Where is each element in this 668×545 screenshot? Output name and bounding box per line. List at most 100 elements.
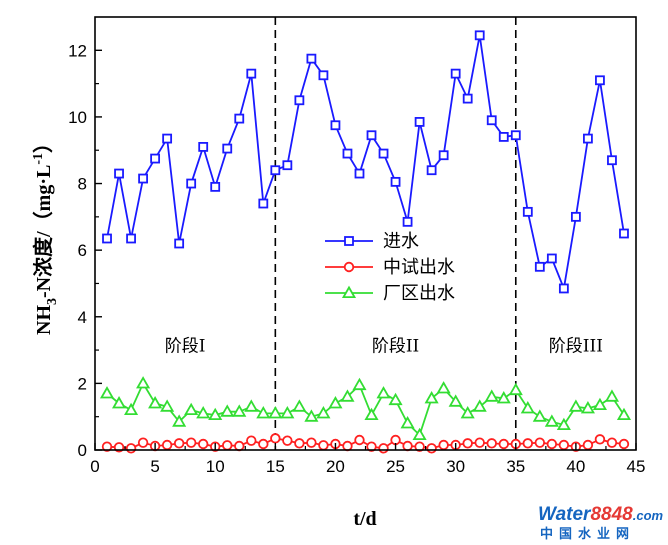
data-point: [508, 382, 523, 396]
y-axis-title: NH3-N浓度/（mg·L-1）: [31, 133, 60, 335]
data-point: [364, 407, 379, 421]
y-tick-label: 4: [78, 308, 87, 327]
data-point: [316, 406, 331, 419]
data-point: [210, 181, 221, 192]
data-point: [222, 143, 233, 154]
plot-frame: [94, 16, 637, 451]
data-point: [604, 389, 620, 402]
data-point: [556, 417, 571, 431]
data-point: [318, 70, 329, 81]
data-point: [544, 414, 559, 427]
legend-label: 进水: [383, 231, 419, 252]
series-3: [99, 376, 632, 441]
stage-label: 阶段I: [165, 337, 206, 357]
data-point: [606, 437, 618, 448]
data-point: [595, 75, 605, 86]
series-layer: [99, 30, 632, 454]
x-tick-label: 5: [150, 457, 159, 476]
data-point: [510, 130, 521, 141]
watermark-logo: Water8848.com 中国水业网: [538, 504, 664, 542]
data-point: [198, 141, 209, 152]
data-point: [498, 132, 509, 142]
data-point: [270, 433, 281, 444]
data-point: [436, 381, 451, 394]
data-point: [304, 409, 319, 422]
data-point: [282, 435, 293, 446]
data-point: [352, 377, 367, 391]
data-point: [162, 133, 173, 144]
data-point: [438, 439, 449, 451]
stage-label: 阶段III: [549, 337, 603, 357]
data-point: [582, 439, 594, 451]
y-tick-label: 0: [78, 441, 87, 460]
data-point: [185, 437, 197, 448]
data-point: [520, 401, 535, 414]
data-point: [462, 438, 473, 449]
data-point: [354, 168, 365, 179]
data-point: [258, 198, 269, 209]
data-point: [174, 238, 185, 249]
data-point: [99, 386, 115, 399]
data-point: [197, 438, 209, 450]
data-point: [462, 93, 473, 104]
data-point: [532, 409, 547, 422]
x-tick-label: 40: [566, 457, 585, 476]
data-point: [486, 115, 497, 126]
x-tick-label: 15: [266, 457, 285, 476]
data-point: [424, 391, 439, 404]
legend-marker: [343, 261, 355, 273]
legend-item: 厂区出水: [325, 283, 455, 304]
data-point: [414, 117, 425, 127]
data-point: [246, 435, 257, 446]
data-point: [102, 233, 112, 244]
data-point: [125, 443, 137, 454]
data-point: [282, 160, 293, 171]
legend-item: 中试出水: [325, 257, 455, 278]
y-tick-label: 12: [68, 41, 87, 60]
data-point: [390, 176, 401, 187]
y-tick-label: 2: [78, 374, 87, 393]
data-point: [618, 438, 630, 450]
data-point: [246, 68, 257, 79]
data-point: [101, 441, 113, 452]
data-point: [619, 228, 629, 239]
data-point: [294, 438, 305, 449]
data-point: [268, 406, 283, 419]
data-point: [496, 391, 511, 404]
data-point: [234, 440, 245, 452]
data-point: [522, 206, 533, 217]
data-point: [161, 439, 173, 451]
legend-item: 进水: [325, 231, 419, 252]
data-point: [318, 440, 329, 451]
x-tick-label: 25: [386, 457, 405, 476]
data-point: [558, 439, 570, 451]
data-point: [366, 130, 377, 141]
series-1: [102, 30, 629, 294]
data-point: [172, 414, 187, 427]
data-point: [173, 438, 185, 449]
data-point: [208, 407, 223, 421]
data-point: [414, 441, 425, 452]
data-point: [607, 155, 617, 166]
legend-marker: [344, 236, 354, 246]
data-point: [270, 165, 281, 176]
data-point: [592, 397, 607, 411]
data-point: [111, 396, 127, 409]
data-point: [616, 407, 632, 421]
series-2: [101, 433, 630, 454]
data-point: [232, 404, 247, 417]
data-point: [448, 394, 463, 407]
data-point: [137, 437, 149, 448]
data-point: [258, 438, 269, 450]
x-tick-label: 35: [506, 457, 525, 476]
data-point: [460, 406, 475, 419]
legend-label: 厂区出水: [383, 283, 455, 304]
x-tick-label: 45: [627, 457, 646, 476]
data-point: [534, 437, 546, 448]
axes: 0 5 10 15 20 25 30 35 40 45 0 2 4 6 8 10 12: [68, 16, 646, 476]
data-point: [522, 438, 534, 449]
x-tick-label: 20: [326, 457, 345, 476]
data-point: [402, 216, 413, 227]
